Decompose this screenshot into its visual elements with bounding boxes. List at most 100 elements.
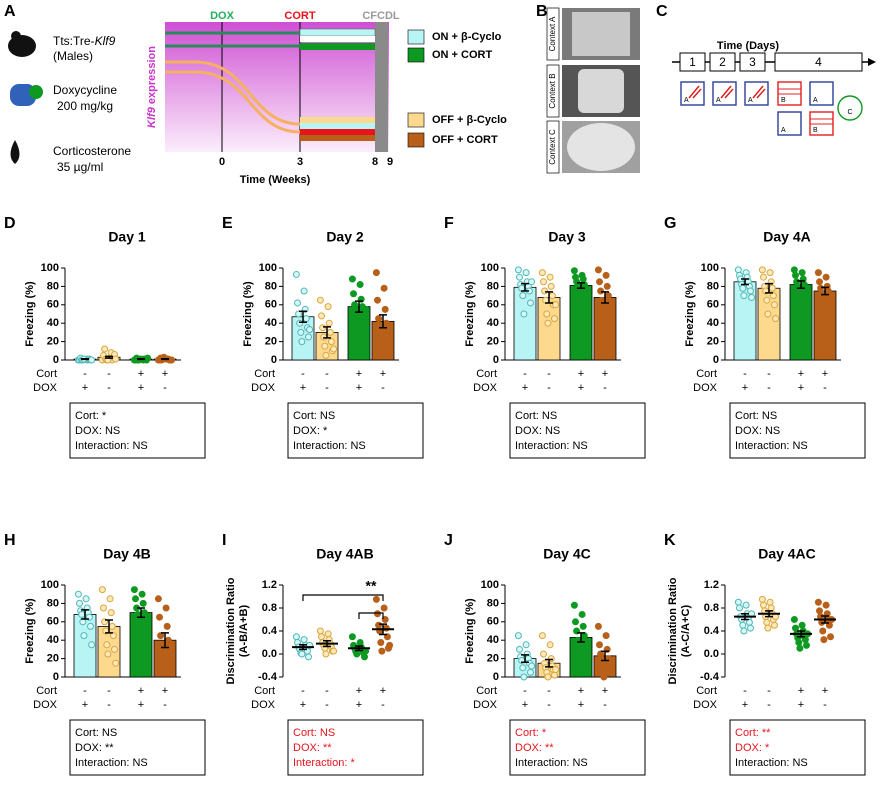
data-point [305,333,312,341]
data-point [596,641,603,649]
data-point [551,671,558,679]
context-box-label: B [781,97,786,104]
y-tick-label: -0.4 [258,671,278,683]
chart-panel: D Day 1 Freezing (%) 0 20 40 60 80 100 Cort - - + + DO… [4,215,206,459]
stats-line: DOX: ** [515,742,554,754]
x-row-value: + [798,368,804,380]
stats-line: Cort: ** [735,727,771,739]
chart-title: Day 4C [543,546,590,562]
x-row-name: DOX [693,382,718,394]
y-tick-label: 60 [487,299,499,311]
data-point [330,345,338,353]
y-axis-label: Freezing (%) [684,281,696,347]
error-bar [577,281,585,289]
context-stripes [778,88,801,95]
test-period [375,22,388,152]
x-row-value: - [301,368,305,380]
shock-mark [720,85,734,99]
x-row-name: Cort [696,368,717,380]
data-point [540,650,547,658]
data-point [767,604,775,612]
x-row-value: - [767,685,771,697]
data-point [825,621,833,629]
x-row-value: + [798,382,804,394]
panel-label: H [4,532,16,549]
stats-line: DOX: NS [735,425,780,437]
dose: 35 µg/ml [57,160,103,174]
y-tick-label: 0.8 [704,602,719,614]
data-point [769,292,777,300]
data-point [138,590,146,598]
panel-c: C Time (Days) 1 2 3 4 A A A B A A B C [656,3,876,136]
x-row-name: Cort [36,685,57,697]
data-point [168,668,176,676]
y-tick-label: 0 [271,354,277,366]
panel-a: A Tts:Tre-Klf9 (Males) Doxycycline 200 m… [4,3,389,186]
panel-label: E [222,215,233,232]
y-tick-label: 40 [47,317,59,329]
data-point [544,319,552,327]
y-tick-label: 80 [487,280,499,292]
data-point [543,310,551,318]
genotype: Tts:Tre-Klf9 [53,34,116,48]
error-bar [765,282,773,294]
data-point [386,641,394,649]
data-point [548,292,556,300]
data-point [520,673,528,681]
data-point [814,269,822,277]
shock-mark [752,85,766,99]
data-point [790,266,798,274]
data-point [514,266,522,274]
data-point [156,613,163,621]
error-bar [521,282,529,292]
data-point [739,621,747,629]
data-point [817,284,825,292]
x-row-value: - [381,699,385,711]
stats-line: Cort: * [515,727,547,739]
data-point [551,315,558,323]
data-point [372,595,380,603]
data-point [771,621,778,629]
stats-line: Cort: NS [515,410,557,422]
panel-label: A [4,3,16,20]
x-row-value: + [162,685,168,697]
stats-box [729,402,866,459]
dose: 200 mg/kg [57,99,113,113]
y-axis-label: Freezing (%) [24,281,36,347]
data-point [348,633,356,641]
x-row-name: DOX [693,699,718,711]
day-box [739,52,766,72]
error-bar [299,310,307,324]
shock-mark [688,85,702,99]
y-tick-label: 0.0 [262,648,277,660]
phase-label: CORT [284,10,315,22]
data-point [819,627,827,635]
data-point [527,668,534,676]
data-point [792,271,799,279]
data-point [822,273,830,281]
data-point [607,668,614,676]
data-point [381,305,389,313]
legend-label: ON + β-Cyclo [432,31,502,43]
x-row-name: Cort [696,685,717,697]
drop-icon [10,140,20,164]
stats-line: Cort: NS [293,410,335,422]
legend-swatch [407,47,425,63]
y-axis-label: Discrimination Ratio [225,577,237,684]
y-tick-label: 80 [265,280,277,292]
data-point [607,315,614,323]
data-point [820,636,828,644]
data-point [383,633,391,641]
x-tick-label: 8 [372,156,378,168]
error-bar [81,358,89,361]
data-point [546,641,554,649]
panel-label: F [444,215,454,232]
data-point [316,296,324,304]
significance-label: ** [366,578,377,594]
stats-line: Cort: NS [293,727,335,739]
data-point [330,647,338,655]
data-point [594,266,602,274]
context-box-label: A [781,127,786,134]
error-bar [741,278,749,286]
data-point [80,632,88,640]
